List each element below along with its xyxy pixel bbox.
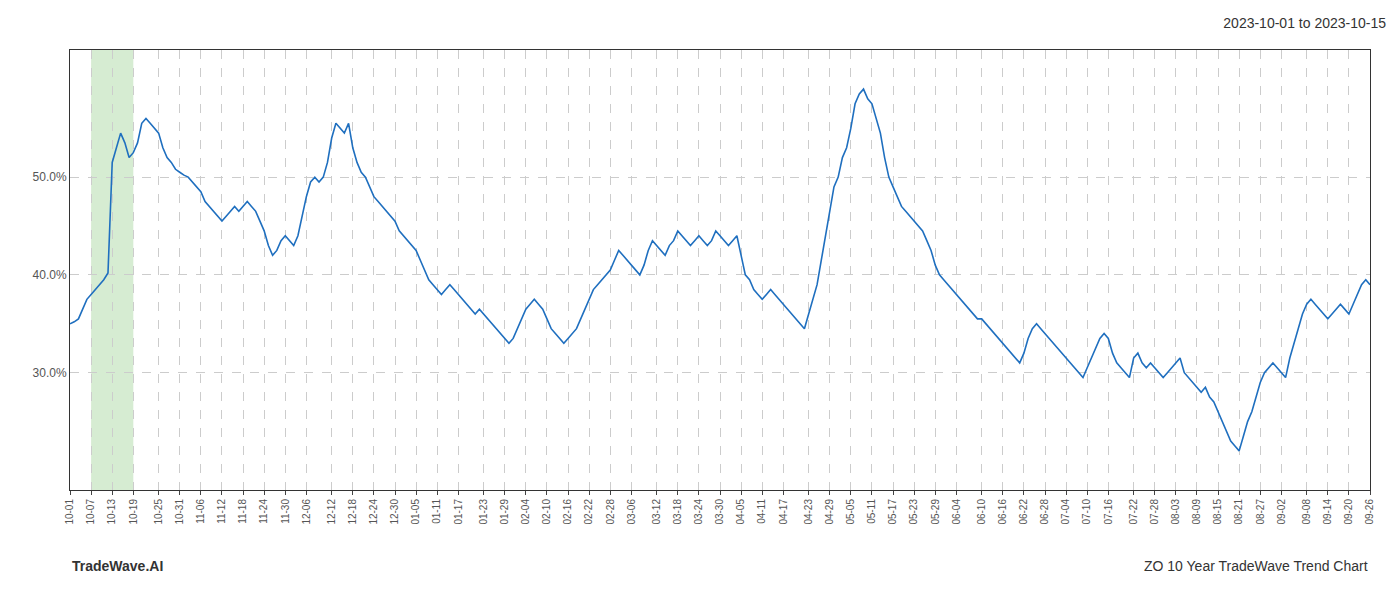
- svg-text:06-28: 06-28: [1039, 499, 1050, 525]
- svg-text:06-16: 06-16: [997, 499, 1008, 525]
- svg-text:TradeWave.AI: TradeWave.AI: [72, 558, 163, 574]
- svg-text:05-05: 05-05: [845, 499, 856, 525]
- svg-text:05-17: 05-17: [887, 499, 898, 525]
- svg-text:04-29: 04-29: [824, 499, 835, 525]
- svg-text:30.0%: 30.0%: [33, 366, 67, 380]
- svg-text:12-06: 12-06: [301, 499, 312, 525]
- svg-text:10-25: 10-25: [153, 499, 164, 525]
- svg-text:09-26: 09-26: [1364, 499, 1375, 525]
- svg-text:08-15: 08-15: [1212, 499, 1223, 525]
- svg-text:11-24: 11-24: [258, 499, 269, 524]
- svg-text:08-21: 08-21: [1233, 499, 1244, 525]
- svg-text:02-04: 02-04: [520, 499, 531, 525]
- svg-text:05-23: 05-23: [908, 499, 919, 525]
- svg-text:02-10: 02-10: [541, 499, 552, 525]
- svg-text:11-18: 11-18: [237, 499, 248, 524]
- svg-text:50.0%: 50.0%: [33, 170, 67, 184]
- svg-text:12-12: 12-12: [326, 499, 337, 525]
- svg-text:09-14: 09-14: [1322, 499, 1333, 525]
- svg-text:10-31: 10-31: [174, 499, 185, 525]
- svg-text:05-11: 05-11: [866, 499, 877, 524]
- svg-text:10-07: 10-07: [85, 499, 96, 525]
- svg-text:09-08: 09-08: [1301, 499, 1312, 525]
- svg-text:02-28: 02-28: [605, 499, 616, 525]
- svg-text:04-17: 04-17: [778, 499, 789, 525]
- svg-text:01-05: 01-05: [410, 499, 421, 525]
- svg-text:02-16: 02-16: [562, 499, 573, 525]
- svg-text:03-06: 03-06: [626, 499, 637, 525]
- svg-text:07-22: 07-22: [1128, 499, 1139, 525]
- svg-text:09-20: 09-20: [1343, 499, 1354, 525]
- svg-text:03-12: 03-12: [651, 499, 662, 525]
- svg-text:03-24: 03-24: [693, 499, 704, 525]
- svg-text:08-27: 08-27: [1255, 499, 1266, 525]
- svg-text:12-18: 12-18: [347, 499, 358, 525]
- svg-text:10-13: 10-13: [106, 499, 117, 525]
- svg-text:2023-10-01 to 2023-10-15: 2023-10-01 to 2023-10-15: [1223, 15, 1386, 31]
- svg-text:08-09: 08-09: [1191, 499, 1202, 525]
- svg-text:07-28: 07-28: [1149, 499, 1160, 525]
- svg-text:06-22: 06-22: [1018, 499, 1029, 525]
- svg-text:40.0%: 40.0%: [33, 268, 67, 282]
- svg-text:07-16: 07-16: [1103, 499, 1114, 525]
- svg-text:04-05: 04-05: [735, 499, 746, 525]
- svg-text:12-30: 12-30: [389, 499, 400, 525]
- svg-text:07-10: 07-10: [1081, 499, 1092, 525]
- svg-text:10-19: 10-19: [128, 499, 139, 525]
- svg-text:03-18: 03-18: [672, 499, 683, 525]
- svg-text:ZO 10 Year TradeWave Trend Cha: ZO 10 Year TradeWave Trend Chart: [1144, 558, 1368, 574]
- svg-text:05-29: 05-29: [930, 499, 941, 525]
- svg-text:11-30: 11-30: [280, 499, 291, 524]
- svg-text:11-06: 11-06: [195, 499, 206, 524]
- svg-text:02-22: 02-22: [583, 499, 594, 525]
- svg-text:08-03: 08-03: [1170, 499, 1181, 525]
- svg-text:06-04: 06-04: [951, 499, 962, 525]
- svg-text:04-11: 04-11: [756, 499, 767, 524]
- svg-text:12-24: 12-24: [368, 499, 379, 525]
- svg-text:03-30: 03-30: [714, 499, 725, 525]
- svg-text:01-29: 01-29: [499, 499, 510, 525]
- svg-text:09-02: 09-02: [1276, 499, 1287, 525]
- svg-text:06-10: 06-10: [976, 499, 987, 525]
- svg-text:04-23: 04-23: [803, 499, 814, 525]
- svg-text:01-17: 01-17: [453, 499, 464, 525]
- svg-text:10-01: 10-01: [64, 499, 75, 525]
- svg-text:01-11: 01-11: [431, 499, 442, 524]
- svg-text:11-12: 11-12: [216, 499, 227, 524]
- svg-text:07-04: 07-04: [1060, 499, 1071, 525]
- svg-text:01-23: 01-23: [478, 499, 489, 525]
